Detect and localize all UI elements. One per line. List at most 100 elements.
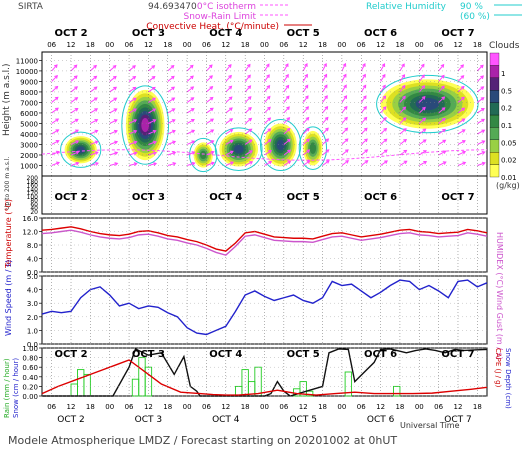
wind-arrow	[51, 64, 58, 72]
wind-arrow-head	[248, 117, 253, 122]
y-tick-label: 8000	[20, 89, 38, 97]
wind-arrow	[438, 75, 445, 82]
wind-arrow	[90, 86, 98, 93]
wind-arrow-head	[267, 128, 272, 132]
wind-arrow	[244, 85, 251, 93]
hour-label-bottom: 12	[221, 403, 230, 411]
wind-arrow-head	[363, 95, 367, 100]
wind-arrow	[457, 107, 465, 114]
day-label-overlay: OCT 5	[287, 349, 320, 360]
wind-arrow-head	[286, 106, 290, 111]
wind-arrow	[70, 108, 78, 114]
hour-label-top: 12	[454, 41, 463, 49]
wind-arrow	[341, 127, 348, 135]
wind-arrow	[109, 152, 118, 156]
wind-arrow	[225, 150, 234, 156]
wind-arrow	[399, 96, 406, 103]
wind-arrow	[380, 117, 387, 124]
wind-arrow-head	[229, 139, 234, 144]
wind-arrow-head	[113, 97, 118, 102]
wind-arrow	[109, 108, 117, 114]
wind-arrow-head	[133, 140, 138, 145]
wind-arrow	[457, 129, 466, 135]
wind-arrow	[167, 108, 175, 114]
wind-arrow	[148, 76, 156, 82]
wind-arrow-head	[401, 84, 406, 89]
rain-bar	[393, 385, 401, 397]
hour-label-top: 18	[473, 41, 482, 49]
wind-arrow	[70, 151, 79, 156]
hour-label-top: 06	[47, 41, 56, 49]
legend-left: 0°C isotherm Snow-Rain Limit Convective …	[146, 2, 312, 32]
hour-label-bottom: 00	[183, 403, 192, 411]
wind-arrow	[302, 106, 309, 114]
colorbar-swatch	[489, 52, 500, 66]
y-tick-label: 180	[27, 179, 39, 186]
y-tick-label: 3.0	[27, 300, 38, 308]
wind-arrow-head	[460, 85, 465, 90]
wind-arrow-head	[285, 95, 290, 100]
wind-arrow-head	[191, 140, 196, 144]
wind-arrow-head	[383, 116, 387, 121]
wind-arrow-head	[94, 119, 99, 123]
legend-humidity-90: 90 %	[460, 2, 483, 12]
wind-arrow-head	[480, 75, 484, 80]
wind-arrow-head	[442, 139, 447, 144]
snow-ylabel: Snow (cm / hour)	[12, 358, 20, 418]
series-line-0	[41, 279, 488, 336]
wind-arrow	[457, 86, 465, 93]
wind-arrow	[167, 130, 176, 135]
wind-arrow-head	[75, 140, 80, 144]
y-tick-label: 0.20	[22, 383, 38, 391]
wind-arrow	[264, 150, 272, 156]
series-line-0	[41, 226, 488, 252]
wind-arrow-head	[287, 149, 292, 154]
wind-arrow-head	[56, 161, 60, 166]
hour-label-top: 18	[395, 41, 404, 49]
colorbar-title: Clouds	[489, 41, 520, 51]
wind-arrow	[70, 140, 79, 145]
footer-caption: Modele Atmospherique LMDZ / Forecast sta…	[8, 434, 397, 447]
wind-arrow	[51, 118, 59, 124]
wind-arrow	[244, 150, 253, 156]
wind-arrow-head	[74, 107, 79, 112]
wind-arrow	[109, 86, 117, 93]
wind-arrow-head	[402, 106, 407, 111]
wind-arrow-head	[113, 108, 118, 112]
hour-label-bottom: 06	[357, 403, 366, 411]
wind-arrow	[206, 151, 214, 156]
wind-arrow	[360, 160, 368, 166]
wind-arrow-head	[190, 108, 195, 112]
wind-arrow-head	[344, 127, 349, 132]
day-label-top: OCT 7	[441, 28, 474, 39]
wind-arrow-head	[209, 86, 214, 90]
wind-arrow-head	[343, 73, 347, 78]
wind-arrow-head	[422, 117, 427, 122]
wind-arrow-head	[481, 140, 486, 144]
day-label-bottom: OCT 2	[57, 415, 84, 425]
wind-arrow	[244, 74, 251, 82]
wind-arrow	[341, 160, 349, 166]
wind-arrow-head	[55, 150, 60, 155]
wind-arrow-head	[266, 74, 270, 79]
wind-arrow	[128, 141, 137, 145]
rain-bar	[144, 366, 153, 397]
wind-arrow	[264, 96, 271, 103]
wind-arrow-head	[285, 84, 290, 89]
y-tick-label: 0.40	[22, 374, 38, 382]
wind-arrow	[90, 140, 98, 145]
wind-arrow	[186, 140, 195, 145]
wind-arrow-head	[344, 116, 348, 121]
wind-arrow	[167, 86, 175, 93]
hour-label-top: 00	[337, 41, 346, 49]
cloud-cell	[141, 117, 150, 133]
wind-arrow-head	[384, 160, 388, 164]
hour-label-bottom: 12	[144, 403, 153, 411]
wind-arrow-head	[248, 106, 252, 111]
wind-arrow-head	[441, 118, 446, 122]
wind-arrow	[148, 130, 156, 135]
wind-arrow	[206, 162, 215, 166]
colorbar-tick-label: 0.05	[501, 139, 517, 147]
wind-arrow-head	[151, 86, 156, 91]
wind-arrow	[51, 86, 58, 93]
